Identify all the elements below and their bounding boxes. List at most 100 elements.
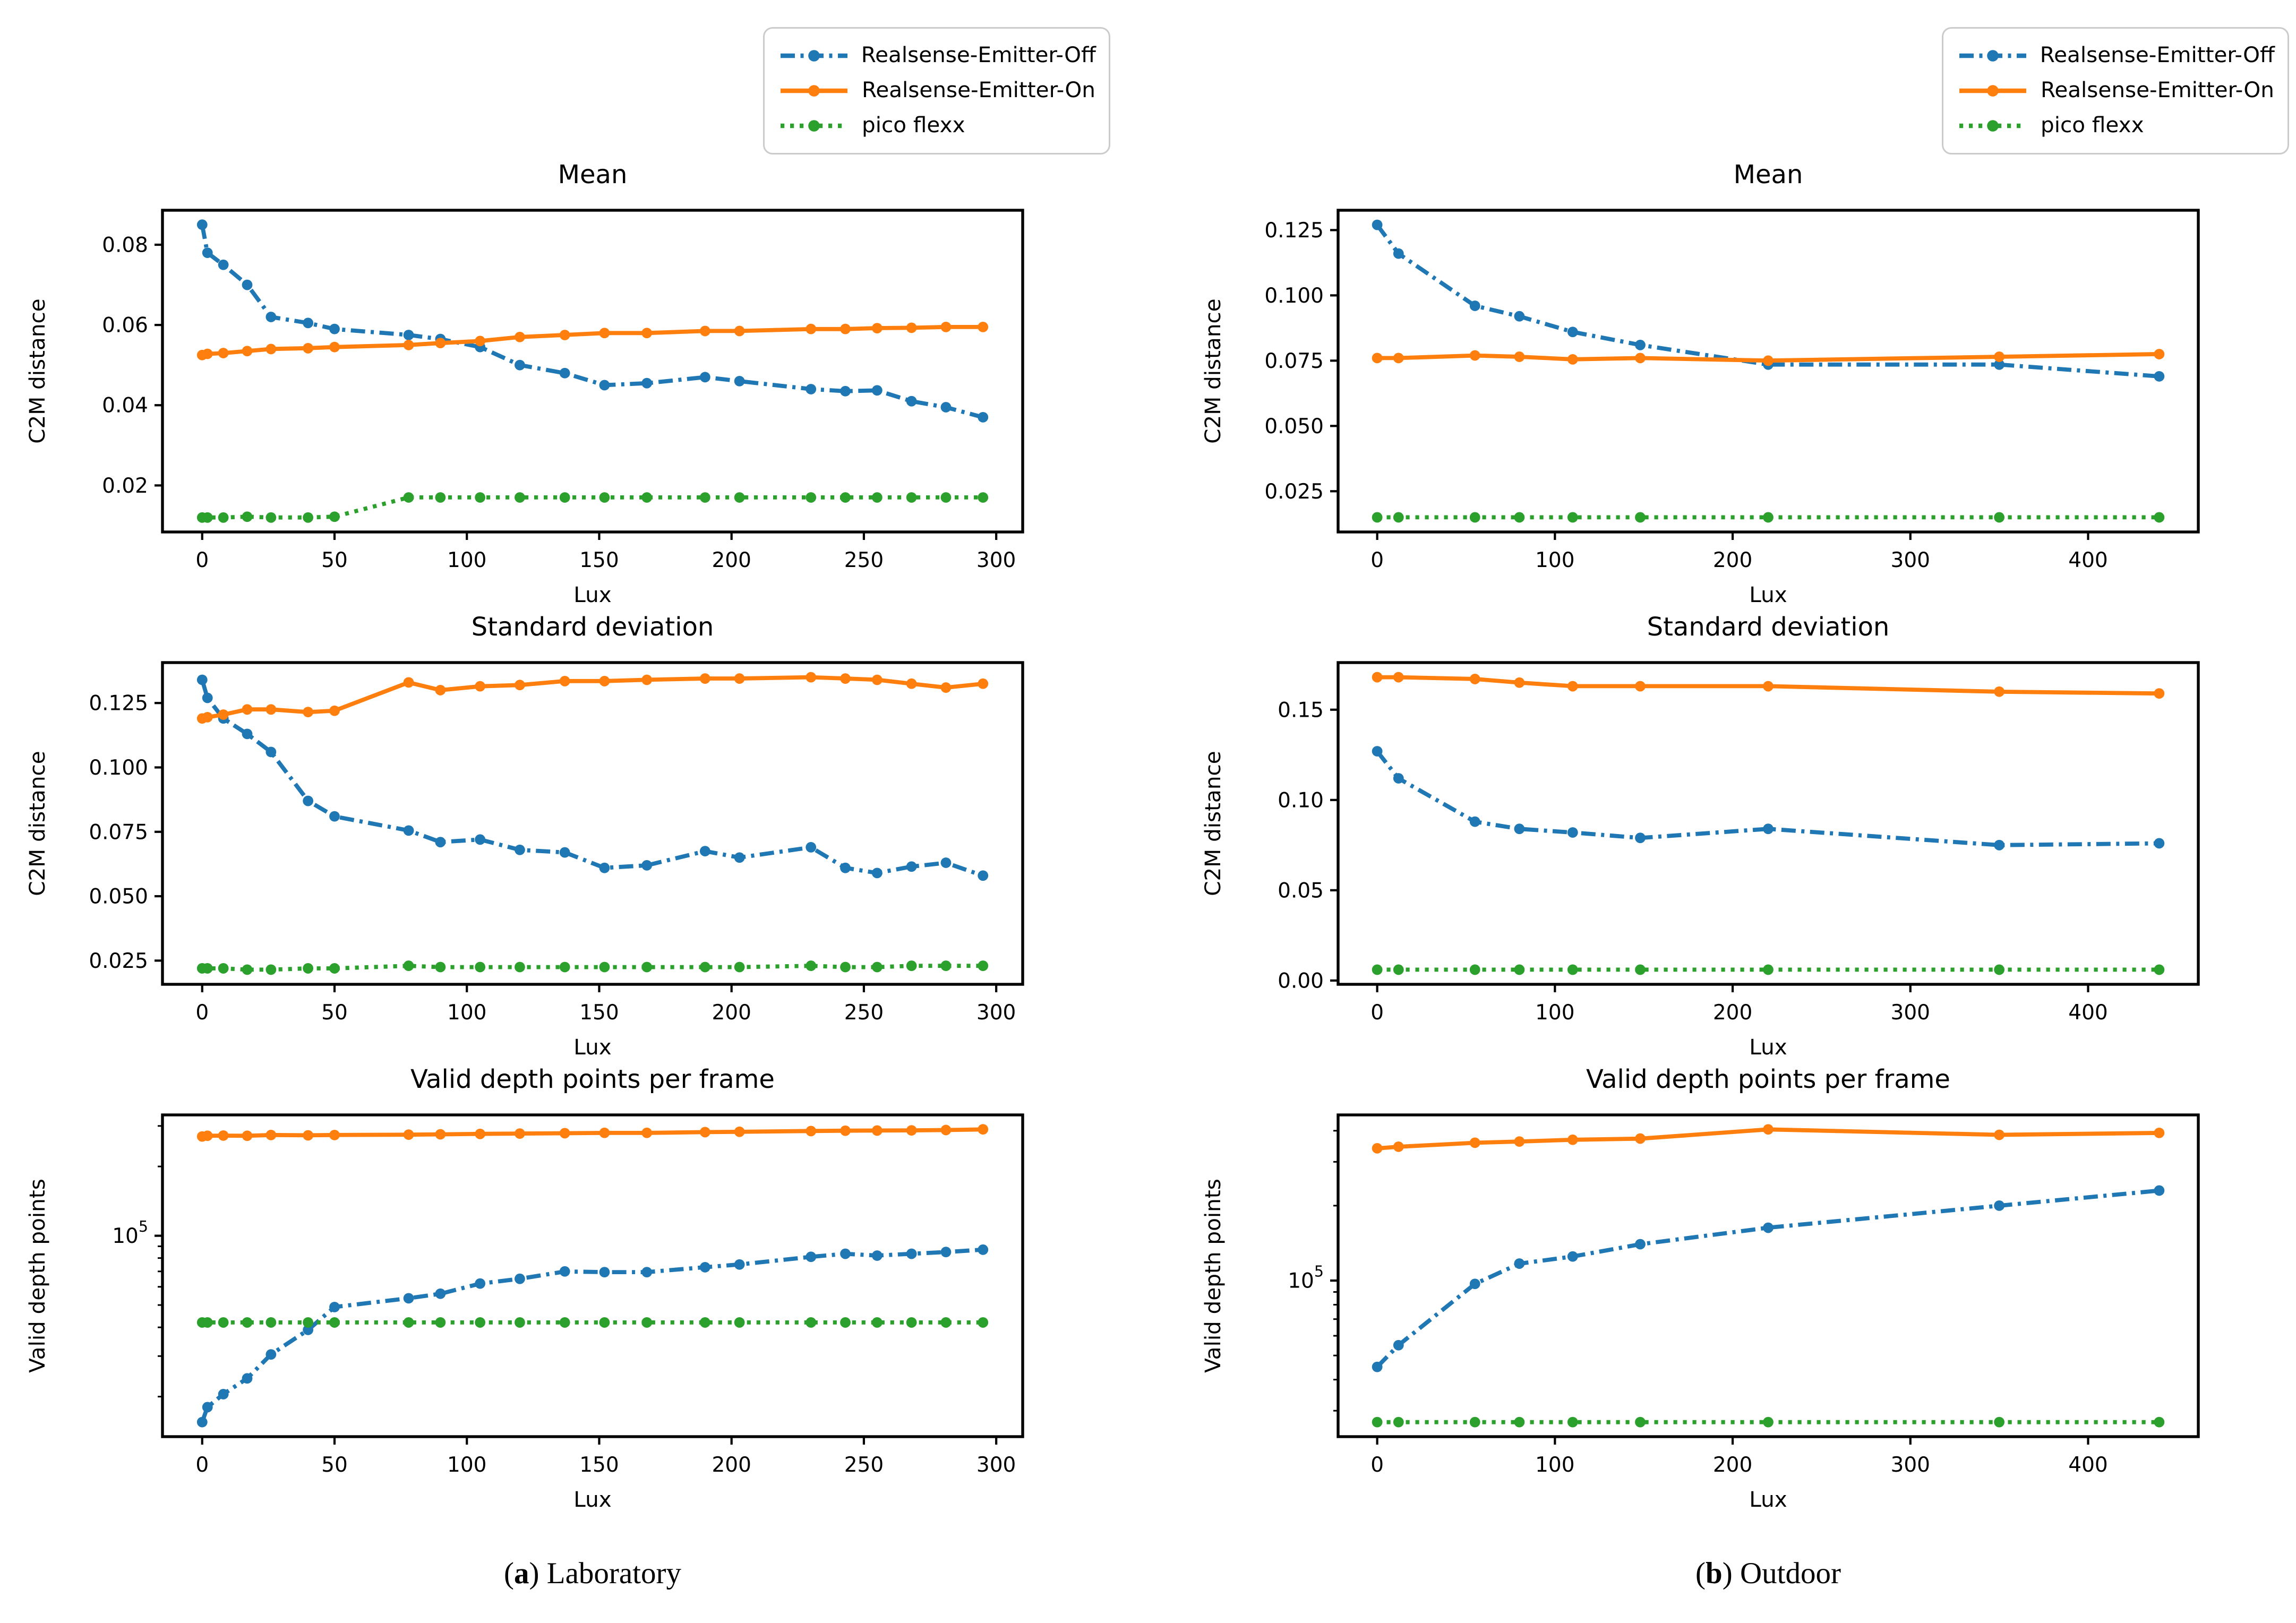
svg-text:150: 150 [579, 1453, 619, 1477]
legend-label: pico flexx [2041, 113, 2144, 139]
y-axis-label: C2M distance [1201, 298, 1227, 444]
svg-text:200: 200 [1713, 1453, 1752, 1477]
svg-text:0.075: 0.075 [1264, 349, 1324, 373]
svg-text:0.050: 0.050 [89, 885, 148, 909]
svg-text:0: 0 [1370, 1001, 1384, 1025]
svg-text:200: 200 [712, 1453, 751, 1477]
legend-label: Realsense-Emitter-On [2041, 78, 2274, 104]
svg-text:0.125: 0.125 [1264, 219, 1324, 243]
svg-text:0: 0 [1370, 548, 1384, 572]
svg-text:0.06: 0.06 [102, 314, 148, 338]
svg-text:0.025: 0.025 [1264, 480, 1324, 504]
svg-text:100: 100 [447, 1453, 486, 1477]
svg-text:100: 100 [447, 548, 486, 572]
legend-laboratory: Realsense-Emitter-Off Realsense-Emitter-… [763, 27, 1110, 154]
svg-text:0.050: 0.050 [1264, 415, 1324, 439]
legend-item-emitter-on: Realsense-Emitter-On [1956, 73, 2275, 108]
svg-text:300: 300 [976, 1453, 1016, 1477]
svg-text:250: 250 [844, 1453, 884, 1477]
legend-item-pico-flexx: pico flexx [777, 108, 1096, 143]
caption-outdoor: (b) Outdoor [1338, 1558, 2198, 1593]
legend-line-sample-pico-flexx-icon [781, 120, 847, 132]
caption-paren: ) [1722, 1558, 1733, 1591]
caption-text: Laboratory [539, 1558, 681, 1591]
svg-text:400: 400 [2068, 1453, 2107, 1477]
svg-text:300: 300 [1891, 1453, 1930, 1477]
legend-label: Realsense-Emitter-On [862, 78, 1095, 104]
legend-item-emitter-off: Realsense-Emitter-Off [777, 38, 1096, 73]
plot-area-outdoor-valid-depth-points: 0 100 200 300 400 105 [1288, 1113, 2200, 1477]
plot-area-laboratory-standard-deviation: 0 50 100 150 200 250 300 0.025 0.050 0.075 0.100 0.… [89, 661, 1024, 1025]
caption-paren: ) [529, 1558, 539, 1591]
caption-letter: b [1706, 1558, 1723, 1591]
svg-text:100: 100 [1535, 1001, 1574, 1025]
svg-text:200: 200 [1713, 1001, 1752, 1025]
y-axis-label: Valid depth points [25, 1179, 51, 1373]
chart-title: Mean [1733, 159, 1803, 190]
svg-text:100: 100 [1535, 548, 1574, 572]
x-axis-label: Lux [1749, 583, 1787, 608]
svg-text:200: 200 [712, 548, 751, 572]
legend-label: pico flexx [862, 113, 965, 139]
svg-text:250: 250 [844, 548, 884, 572]
x-axis-label: Lux [573, 583, 612, 608]
plot-area-outdoor-mean: 0 100 200 300 400 0.025 0.050 0.075 0.100 0.125 [1264, 209, 2200, 572]
svg-text:0.02: 0.02 [102, 474, 148, 498]
legend-label: Realsense-Emitter-Off [2040, 43, 2275, 68]
svg-text:0.00: 0.00 [1278, 969, 1324, 993]
svg-text:0: 0 [195, 1001, 209, 1025]
svg-text:0.08: 0.08 [102, 233, 148, 257]
caption-letter: a [514, 1558, 529, 1591]
svg-text:0.10: 0.10 [1278, 788, 1324, 812]
x-axis-label: Lux [1749, 1488, 1787, 1513]
legend-item-emitter-on: Realsense-Emitter-On [777, 73, 1096, 108]
svg-text:400: 400 [2068, 548, 2107, 572]
legend-line-sample-pico-flexx-icon [1959, 120, 2026, 132]
legend-line-sample-emitter-on-icon [1959, 85, 2026, 97]
svg-text:0.05: 0.05 [1278, 879, 1324, 903]
chart-title: Standard deviation [471, 612, 714, 642]
svg-text:150: 150 [579, 548, 619, 572]
chart-title: Standard deviation [1647, 612, 1890, 642]
x-axis-label: Lux [1749, 1035, 1787, 1061]
legend-line-sample-emitter-off-icon [781, 50, 847, 62]
caption-laboratory: (a) Laboratory [162, 1558, 1023, 1593]
svg-text:0.15: 0.15 [1278, 698, 1324, 722]
svg-text:0.075: 0.075 [89, 820, 148, 844]
caption-paren: ( [1695, 1558, 1706, 1591]
svg-text:0: 0 [195, 548, 209, 572]
svg-text:300: 300 [1891, 1001, 1930, 1025]
legend-label: Realsense-Emitter-Off [861, 43, 1096, 68]
svg-text:105: 105 [1288, 1263, 1324, 1293]
svg-text:0.025: 0.025 [89, 949, 148, 973]
legend-outdoor: Realsense-Emitter-Off Realsense-Emitter-… [1942, 27, 2289, 154]
svg-text:400: 400 [2068, 1001, 2107, 1025]
plot-area-laboratory-mean: 0 50 100 150 200 250 300 0.02 0.04 0.06 0.08 [102, 209, 1024, 572]
legend-item-emitter-off: Realsense-Emitter-Off [1956, 38, 2275, 73]
y-axis-label: C2M distance [25, 751, 51, 896]
svg-text:0.125: 0.125 [89, 692, 148, 716]
svg-text:300: 300 [976, 1001, 1016, 1025]
legend-item-pico-flexx: pico flexx [1956, 108, 2275, 143]
svg-text:100: 100 [1535, 1453, 1574, 1477]
chart-title: Mean [558, 159, 628, 190]
svg-text:250: 250 [844, 1001, 884, 1025]
x-axis-label: Lux [573, 1035, 612, 1061]
svg-text:300: 300 [1891, 548, 1930, 572]
legend-line-sample-emitter-on-icon [781, 85, 847, 97]
svg-text:50: 50 [321, 1453, 348, 1477]
y-axis-label: C2M distance [1201, 751, 1227, 896]
plot-area-outdoor-standard-deviation: 0 100 200 300 400 0.00 0.05 0.10 0.15 [1278, 661, 2200, 1025]
chart-title: Valid depth points per frame [410, 1064, 775, 1094]
svg-text:200: 200 [1713, 548, 1752, 572]
svg-text:50: 50 [321, 1001, 348, 1025]
svg-text:100: 100 [447, 1001, 486, 1025]
svg-text:0: 0 [195, 1453, 209, 1477]
caption-paren: ( [504, 1558, 515, 1591]
svg-text:0.04: 0.04 [102, 394, 148, 418]
legend-line-sample-emitter-off-icon [1959, 50, 2026, 62]
svg-text:300: 300 [976, 548, 1016, 572]
chart-title: Valid depth points per frame [1586, 1064, 1950, 1094]
plot-area-laboratory-valid-depth-points: 0 50 100 150 200 250 300 105 [112, 1113, 1024, 1477]
